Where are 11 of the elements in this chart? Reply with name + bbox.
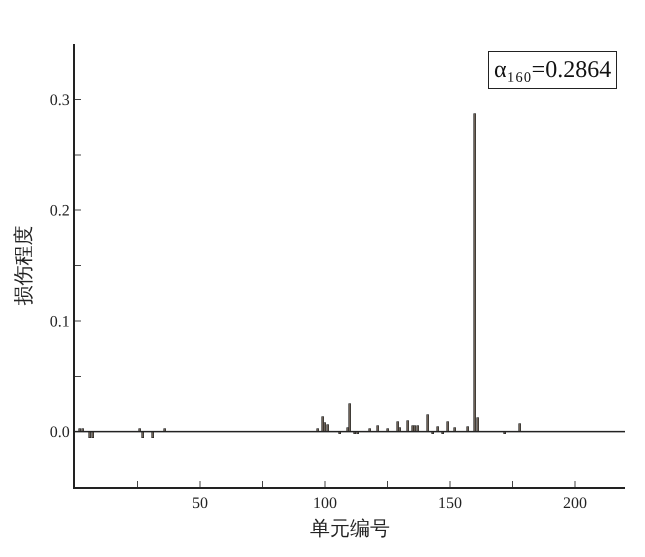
y-tick-label: 0.0 xyxy=(50,424,70,442)
x-axis-title: 单元编号 xyxy=(310,518,390,540)
y-tick-label: 0.2 xyxy=(50,202,70,220)
annotation: α₁₆₀=0.2864 xyxy=(494,57,612,83)
y-axis-title: 损伤程度 xyxy=(12,226,35,306)
x-tick-label: 100 xyxy=(313,495,337,512)
y-tick-label: 0.1 xyxy=(50,313,70,330)
y-tick-label: 0.3 xyxy=(50,92,70,109)
x-tick-label: 150 xyxy=(438,495,462,512)
x-tick-label: 200 xyxy=(563,495,587,512)
x-tick-label: 50 xyxy=(192,495,208,512)
